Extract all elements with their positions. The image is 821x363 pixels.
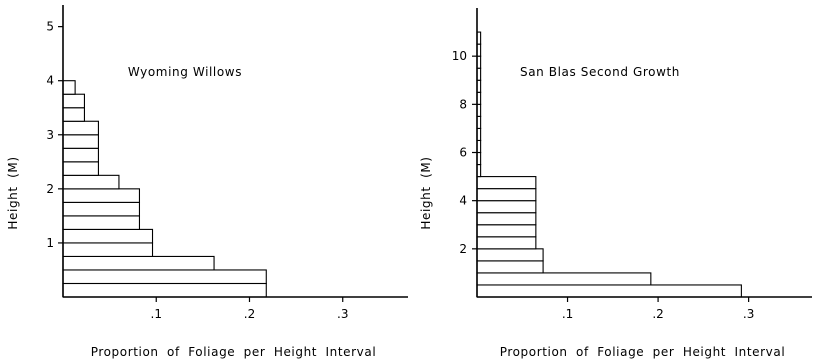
bar bbox=[62, 215, 141, 230]
x-tick-label: .3 bbox=[743, 307, 754, 321]
y-tick-label: 2 bbox=[459, 242, 467, 256]
y-tick-label: 5 bbox=[46, 20, 54, 34]
bar bbox=[62, 228, 154, 244]
bar bbox=[62, 174, 120, 190]
bar bbox=[476, 248, 544, 262]
bar bbox=[62, 93, 85, 109]
x-axis-title: Proportion of Foliage per Height Interva… bbox=[91, 345, 377, 359]
y-tick-label: 10 bbox=[452, 49, 467, 63]
bar bbox=[62, 255, 215, 271]
bar bbox=[476, 236, 537, 250]
bar bbox=[62, 269, 267, 285]
bar bbox=[62, 161, 99, 176]
x-axis-title: Proportion of Foliage per Height Interva… bbox=[500, 345, 786, 359]
y-tick-label: 3 bbox=[46, 128, 54, 142]
x-tick-label: .1 bbox=[151, 307, 162, 321]
bar bbox=[62, 147, 99, 163]
bar bbox=[62, 134, 99, 149]
y-axis-title: Height (M) bbox=[419, 156, 433, 229]
y-axis-title: Height (M) bbox=[6, 156, 20, 229]
bar bbox=[476, 176, 537, 190]
chart-1: .1 .2 .3 1 2 3 4 5 Wyoming Willows Proportion of … bbox=[6, 5, 408, 359]
bar bbox=[62, 282, 267, 298]
x-tick-label: .3 bbox=[337, 307, 348, 321]
x-tick-label: .2 bbox=[652, 307, 663, 321]
bar bbox=[476, 272, 652, 286]
bar bbox=[476, 212, 537, 226]
bar bbox=[476, 284, 742, 298]
y-tick-label: 2 bbox=[46, 182, 54, 196]
chart-2: .1 .2 .3 2 4 6 8 10 San Blas Second Growth Propor… bbox=[419, 8, 812, 359]
bar bbox=[62, 188, 141, 203]
x-tick-label: .1 bbox=[562, 307, 573, 321]
x-tick-label: .2 bbox=[244, 307, 255, 321]
y-tick-label: 4 bbox=[459, 194, 467, 208]
bar bbox=[476, 224, 537, 238]
bar bbox=[62, 242, 154, 257]
y-tick-label: 6 bbox=[459, 146, 467, 160]
bar bbox=[62, 107, 85, 122]
bar bbox=[62, 120, 99, 136]
bar bbox=[62, 201, 141, 217]
bar bbox=[62, 80, 76, 95]
chart-title: San Blas Second Growth bbox=[520, 65, 680, 79]
bar bbox=[476, 200, 537, 214]
y-tick-label: 8 bbox=[459, 97, 467, 111]
y-tick-label: 4 bbox=[46, 74, 54, 88]
bar bbox=[476, 260, 544, 274]
y-tick-label: 1 bbox=[46, 236, 54, 250]
chart-title: Wyoming Willows bbox=[128, 65, 242, 79]
bar bbox=[476, 188, 537, 202]
